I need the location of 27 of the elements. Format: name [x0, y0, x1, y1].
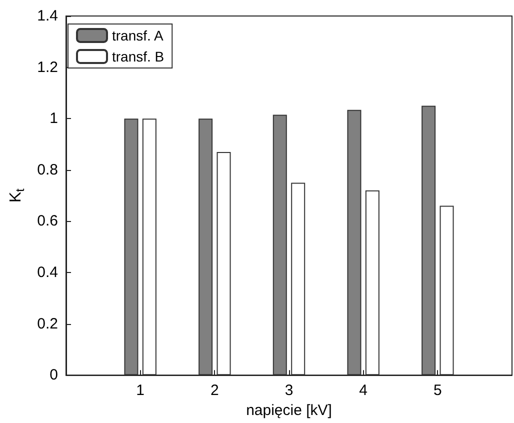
x-tick-label: 1: [136, 382, 145, 400]
y-tick-label: 1.4: [37, 8, 58, 24]
y-tick-label: 0: [50, 366, 58, 384]
bar: [365, 190, 380, 376]
x-tick-label: 3: [284, 382, 294, 400]
x-tick-label: 4: [359, 382, 368, 400]
y-tick-label: 0.8: [37, 161, 58, 178]
y-tick-label: 1: [50, 110, 58, 128]
legend-label: transf. B: [112, 48, 164, 64]
bar: [347, 110, 362, 376]
bar: [272, 114, 287, 376]
bar: [142, 118, 156, 376]
bar: [440, 206, 454, 376]
y-tick-label: 1.2: [37, 58, 58, 76]
bar: [216, 152, 231, 376]
bar: [124, 118, 138, 376]
y-tick-label: 0.4: [37, 264, 58, 281]
bar: [291, 182, 306, 376]
x-tick-label: 5: [433, 382, 442, 400]
y-tick-label: 0.2: [37, 315, 58, 332]
y-tick-label: 0.6: [37, 212, 58, 230]
x-axis-title: napięcie [kV]: [246, 402, 332, 419]
y-axis-title: Kt: [8, 188, 27, 203]
bar: [422, 106, 436, 376]
bar: [198, 118, 213, 376]
x-tick-label: 2: [210, 382, 219, 400]
legend-label: transf. A: [112, 28, 164, 44]
